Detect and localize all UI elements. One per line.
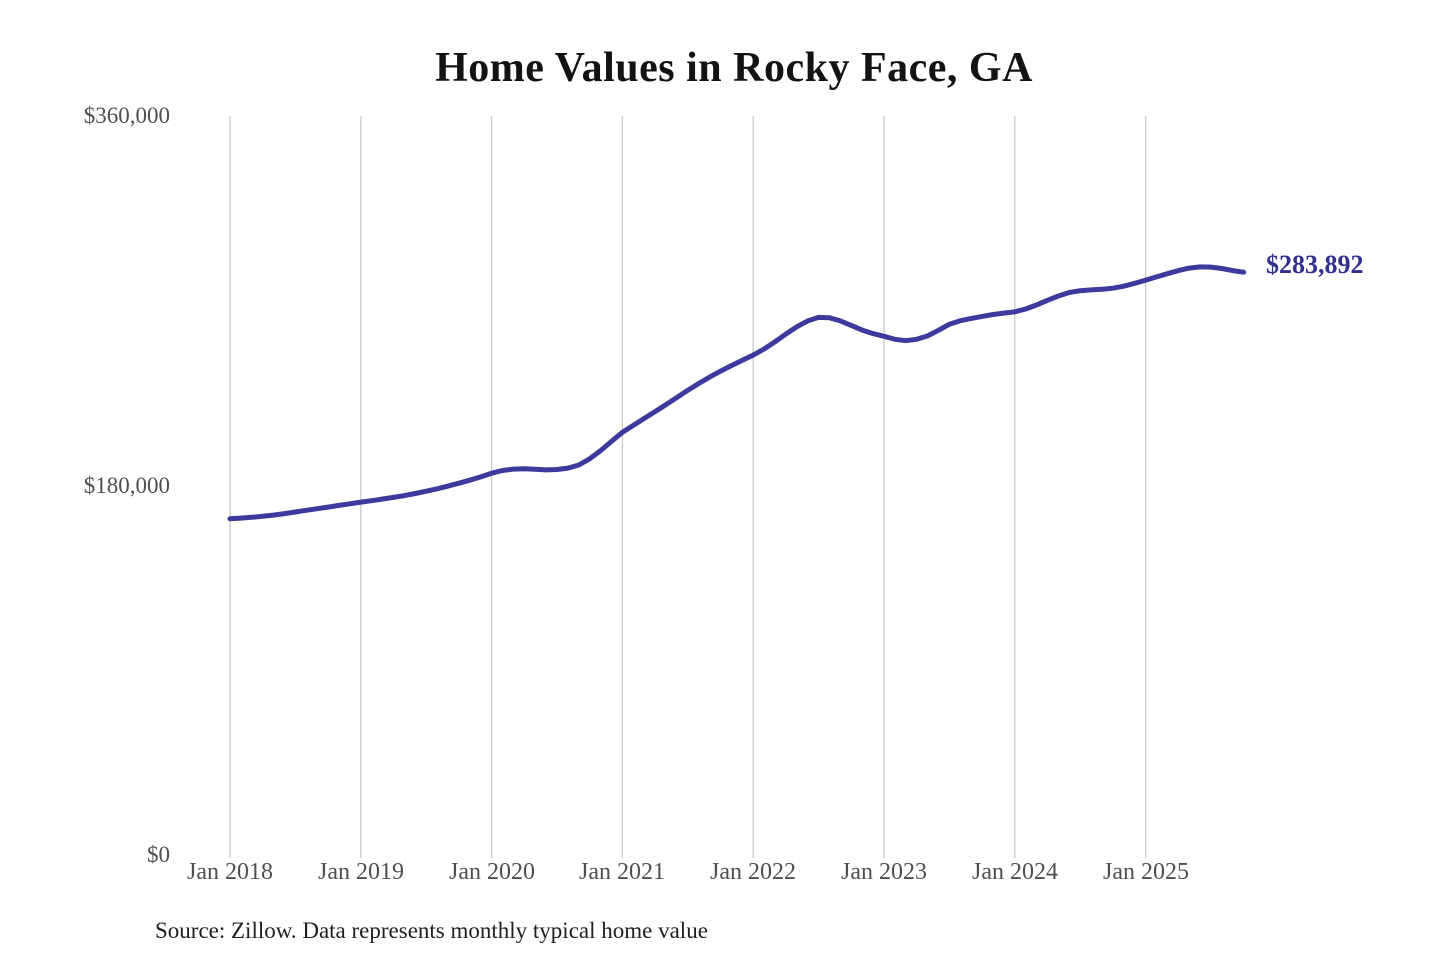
x-axis-label: Jan 2018 (187, 859, 273, 885)
chart-title: Home Values in Rocky Face, GA (435, 45, 1033, 91)
x-axis-label: Jan 2020 (449, 859, 535, 885)
source-note: Source: Zillow. Data represents monthly … (155, 918, 708, 943)
y-axis-label: $180,000 (83, 473, 170, 498)
home-value-series-line (227, 264, 1247, 522)
x-axis-label: Jan 2023 (841, 859, 927, 885)
y-axis-label: $360,000 (83, 103, 170, 128)
x-axis-label: Jan 2024 (972, 859, 1058, 885)
y-axis-label: $0 (147, 842, 170, 867)
x-axis-label: Jan 2022 (710, 859, 796, 885)
x-axis-label: Jan 2019 (318, 859, 404, 885)
gridlines (229, 116, 1147, 858)
end-value-label: $283,892 (1266, 250, 1364, 279)
x-axis-label: Jan 2025 (1103, 859, 1189, 885)
x-axis-label: Jan 2021 (579, 859, 665, 885)
